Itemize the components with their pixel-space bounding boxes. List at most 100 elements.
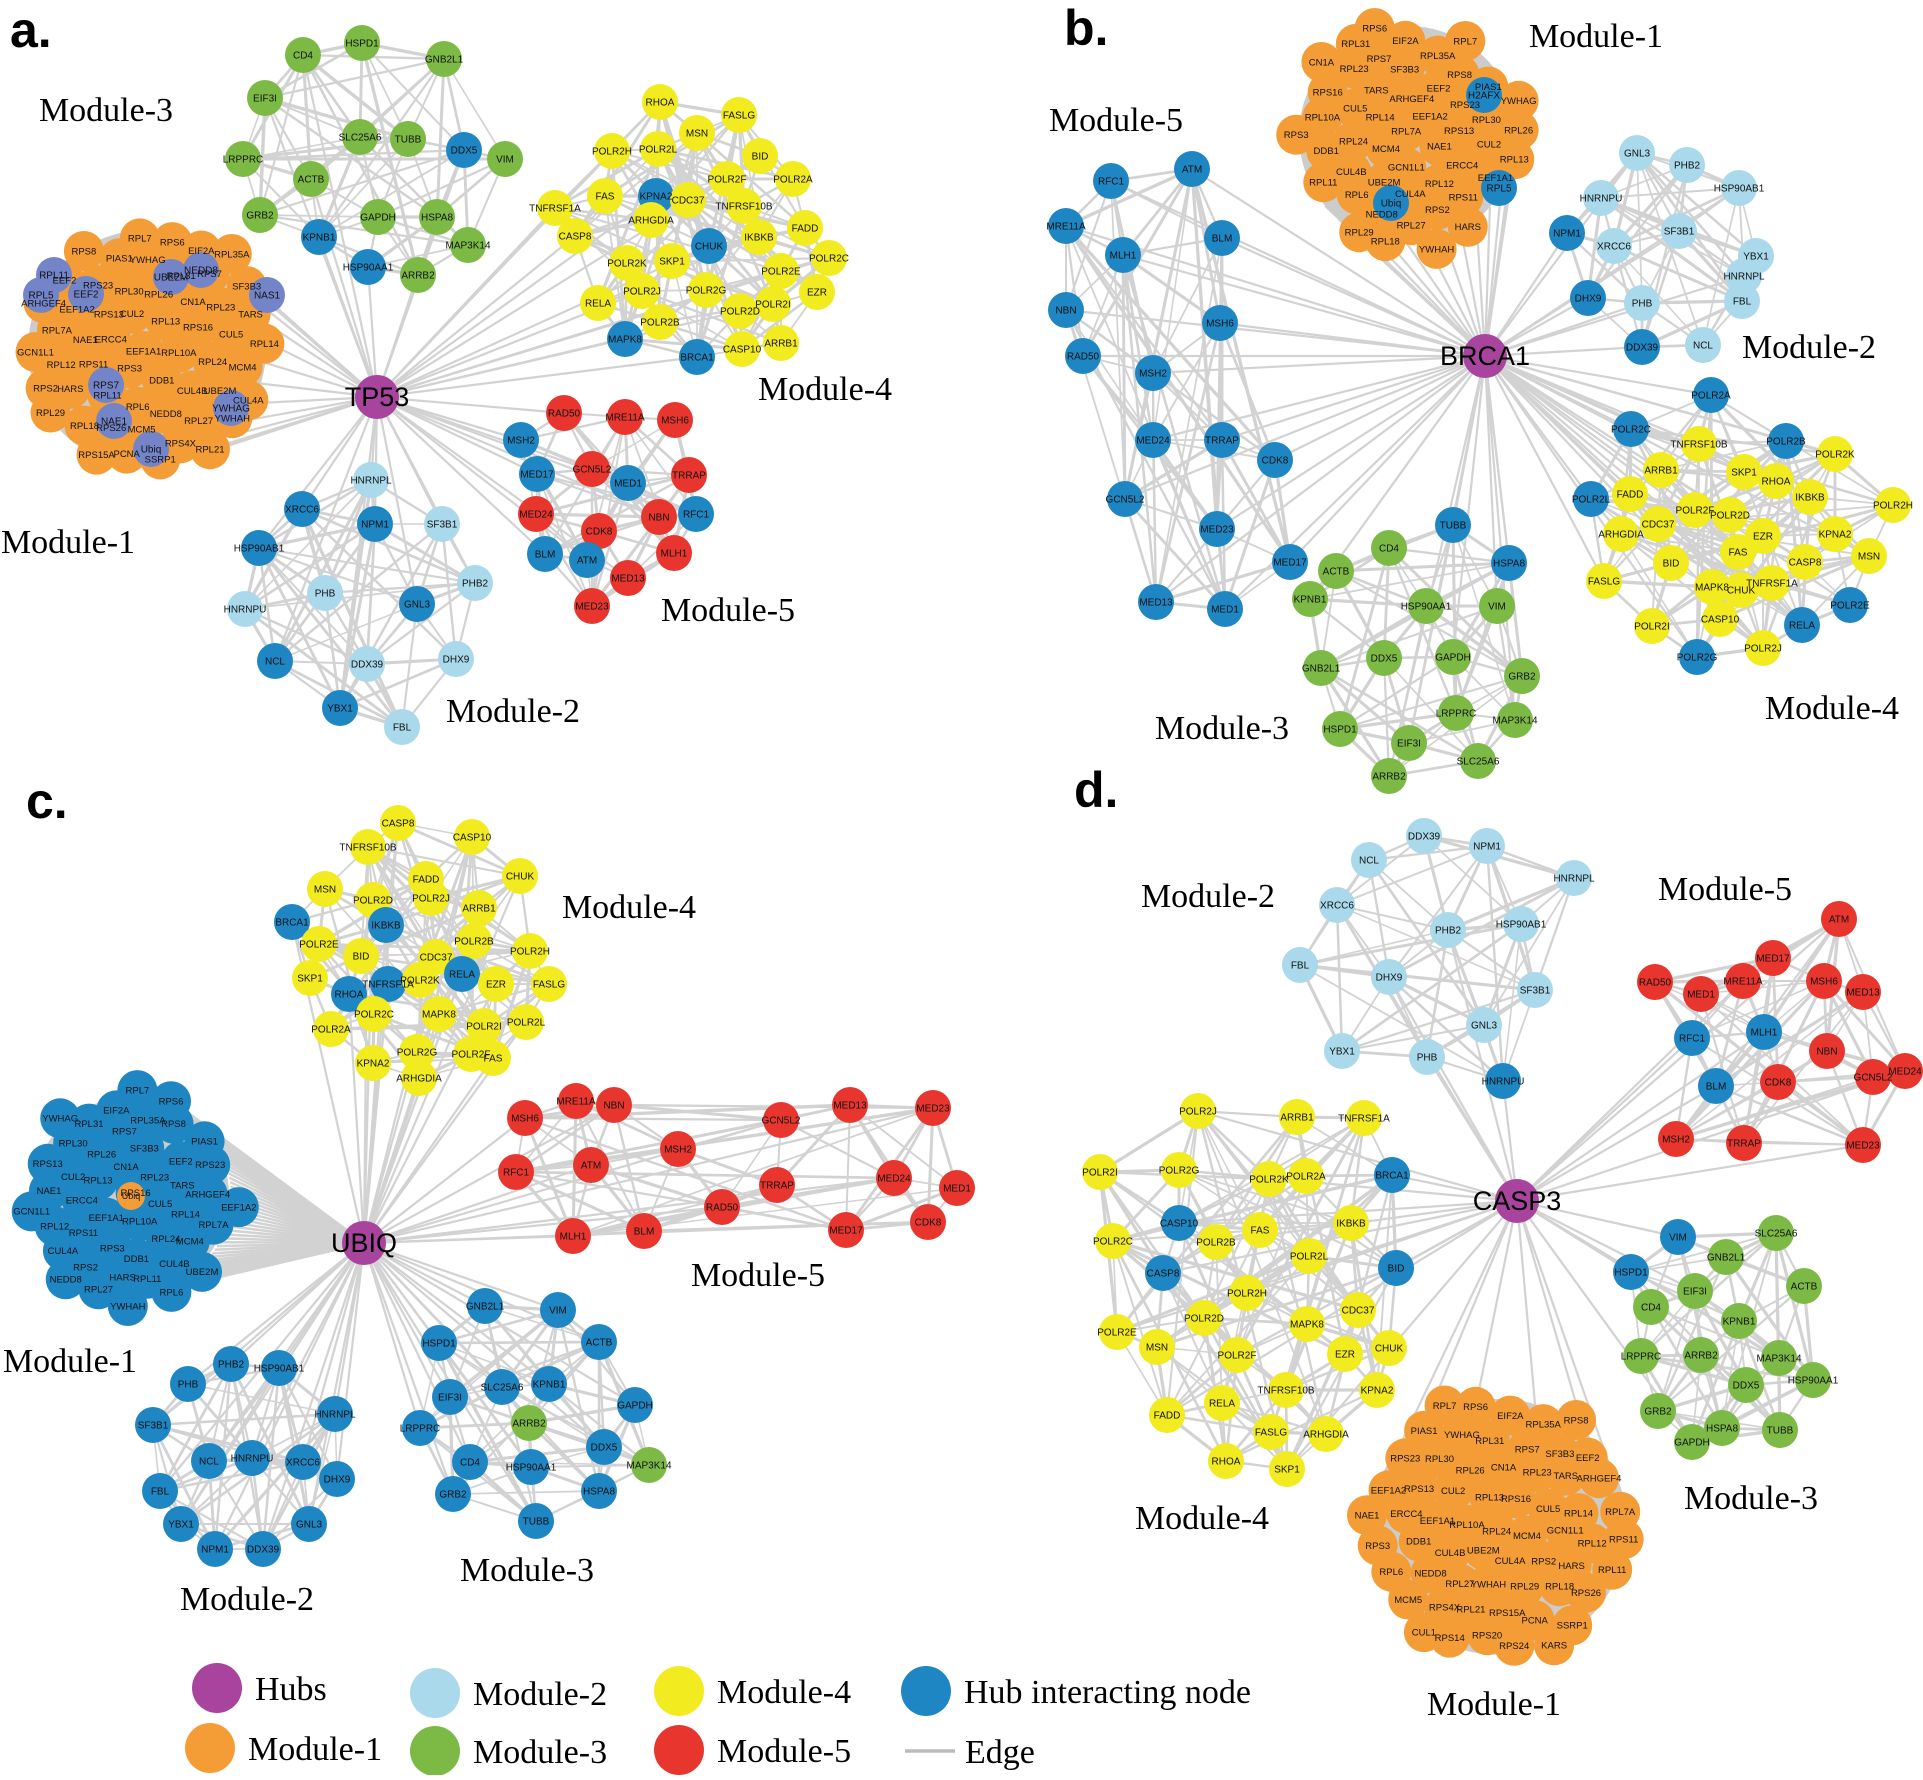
svg-text:NBN: NBN bbox=[603, 1101, 624, 1112]
svg-text:CASP8: CASP8 bbox=[382, 819, 415, 830]
svg-text:POLR2I: POLR2I bbox=[755, 300, 791, 311]
svg-text:GNL3: GNL3 bbox=[1624, 149, 1651, 160]
svg-text:EEF1A2: EEF1A2 bbox=[221, 1202, 256, 1213]
svg-text:UBE2M: UBE2M bbox=[154, 273, 188, 284]
svg-text:MCM5: MCM5 bbox=[1394, 1595, 1422, 1606]
svg-text:POLR2D: POLR2D bbox=[1710, 511, 1750, 522]
svg-text:POLR2E: POLR2E bbox=[299, 940, 339, 951]
svg-text:CDC37: CDC37 bbox=[1342, 1306, 1375, 1317]
svg-text:NAE1: NAE1 bbox=[73, 335, 98, 346]
svg-text:RPL30: RPL30 bbox=[1425, 1454, 1454, 1465]
svg-text:ARRB1: ARRB1 bbox=[764, 339, 798, 350]
svg-text:CUL4B: CUL4B bbox=[177, 386, 208, 397]
svg-text:MSH6: MSH6 bbox=[1810, 977, 1838, 988]
svg-text:RPS7: RPS7 bbox=[197, 269, 222, 280]
svg-text:RPS14: RPS14 bbox=[1435, 1633, 1465, 1644]
svg-text:GCN1L1: GCN1L1 bbox=[1547, 1526, 1584, 1537]
svg-text:UBE2M: UBE2M bbox=[186, 1267, 219, 1278]
svg-text:MED1: MED1 bbox=[614, 479, 642, 490]
svg-text:GNB2L1: GNB2L1 bbox=[425, 55, 464, 66]
svg-text:RPS23: RPS23 bbox=[1390, 1454, 1420, 1465]
svg-text:ERCC4: ERCC4 bbox=[1390, 1509, 1422, 1520]
svg-text:TNFRSF1A: TNFRSF1A bbox=[1338, 1114, 1390, 1125]
svg-text:FADD: FADD bbox=[413, 875, 440, 886]
svg-text:UBE2M: UBE2M bbox=[204, 386, 237, 397]
svg-text:FASLG: FASLG bbox=[1588, 577, 1620, 588]
svg-text:MCM5: MCM5 bbox=[128, 425, 156, 436]
svg-text:CDK8: CDK8 bbox=[1262, 456, 1289, 467]
svg-text:CN1A: CN1A bbox=[1309, 57, 1335, 68]
svg-text:Module-5: Module-5 bbox=[1049, 102, 1183, 139]
svg-text:HNRNPU: HNRNPU bbox=[231, 1454, 274, 1465]
svg-text:POLR2F: POLR2F bbox=[708, 175, 747, 186]
svg-text:NEDD8: NEDD8 bbox=[184, 266, 218, 277]
svg-text:MED17: MED17 bbox=[829, 1226, 863, 1237]
svg-text:RPS7: RPS7 bbox=[1515, 1444, 1540, 1455]
svg-text:d.: d. bbox=[1074, 762, 1118, 818]
svg-text:POLR2E: POLR2E bbox=[1097, 1328, 1137, 1339]
svg-text:ARHGEF4: ARHGEF4 bbox=[1389, 94, 1434, 105]
svg-text:GCN5L2: GCN5L2 bbox=[1106, 495, 1145, 506]
svg-text:EIF3I: EIF3I bbox=[1683, 1287, 1707, 1298]
svg-text:RFC1: RFC1 bbox=[1098, 177, 1125, 188]
svg-text:TARS: TARS bbox=[1553, 1471, 1578, 1482]
svg-text:CUL4A: CUL4A bbox=[1495, 1556, 1526, 1567]
svg-text:POLR2G: POLR2G bbox=[686, 286, 727, 297]
svg-text:RFC1: RFC1 bbox=[503, 1168, 530, 1179]
svg-text:FADD: FADD bbox=[792, 224, 819, 235]
svg-text:MLH1: MLH1 bbox=[1751, 1028, 1778, 1039]
svg-text:POLR2E: POLR2E bbox=[761, 267, 801, 278]
svg-text:BLM: BLM bbox=[535, 550, 556, 561]
svg-text:NAE1: NAE1 bbox=[37, 1186, 62, 1197]
svg-text:SF3B1: SF3B1 bbox=[1664, 227, 1695, 238]
svg-text:FASLG: FASLG bbox=[1255, 1428, 1287, 1439]
svg-text:ACTB: ACTB bbox=[586, 1338, 613, 1349]
svg-text:EEF1A1: EEF1A1 bbox=[89, 1213, 124, 1224]
svg-text:CD4: CD4 bbox=[293, 51, 313, 62]
svg-text:SKP1: SKP1 bbox=[1274, 1465, 1300, 1476]
svg-text:GNL3: GNL3 bbox=[404, 600, 431, 611]
svg-text:NAE1: NAE1 bbox=[1355, 1511, 1380, 1522]
svg-text:TNFRSF10B: TNFRSF10B bbox=[1257, 1386, 1315, 1397]
svg-text:PHB: PHB bbox=[178, 1380, 199, 1391]
svg-text:DHX9: DHX9 bbox=[1575, 294, 1602, 305]
svg-text:RPS6: RPS6 bbox=[1362, 23, 1387, 34]
svg-text:HSP90AA1: HSP90AA1 bbox=[1401, 602, 1452, 613]
svg-text:Module-4: Module-4 bbox=[758, 371, 892, 408]
svg-text:PHB: PHB bbox=[1632, 299, 1653, 310]
svg-text:SLC25A6: SLC25A6 bbox=[339, 133, 382, 144]
svg-text:HSP90AB1: HSP90AB1 bbox=[254, 1364, 305, 1375]
svg-text:RPL5: RPL5 bbox=[28, 291, 53, 302]
svg-text:NEDD8: NEDD8 bbox=[1414, 1569, 1446, 1580]
svg-text:YBX1: YBX1 bbox=[1743, 252, 1769, 263]
svg-text:RPL24: RPL24 bbox=[1482, 1527, 1511, 1538]
svg-text:SLC25A6: SLC25A6 bbox=[1755, 1229, 1798, 1240]
svg-text:POLR2G: POLR2G bbox=[1677, 653, 1718, 664]
svg-text:Ubiq: Ubiq bbox=[122, 1191, 141, 1201]
svg-text:MLH1: MLH1 bbox=[560, 1232, 587, 1243]
svg-text:UBIQ: UBIQ bbox=[331, 1228, 397, 1258]
svg-text:POLR2H: POLR2H bbox=[1227, 1289, 1267, 1300]
svg-text:SF3B1: SF3B1 bbox=[1520, 986, 1551, 997]
svg-text:SKP1: SKP1 bbox=[659, 257, 685, 268]
svg-text:RPS7: RPS7 bbox=[1367, 54, 1392, 65]
svg-text:PHB2: PHB2 bbox=[1435, 926, 1462, 937]
svg-text:FBL: FBL bbox=[151, 1487, 170, 1498]
svg-text:POLR2H: POLR2H bbox=[1873, 501, 1913, 512]
svg-text:EEF1A1: EEF1A1 bbox=[126, 346, 161, 357]
svg-text:SLC25A6: SLC25A6 bbox=[1457, 757, 1500, 768]
svg-text:MSH6: MSH6 bbox=[511, 1114, 539, 1125]
svg-text:PCNA: PCNA bbox=[1521, 1616, 1548, 1627]
svg-text:RPL18: RPL18 bbox=[1371, 236, 1400, 247]
svg-text:RPL7A: RPL7A bbox=[198, 1220, 229, 1231]
svg-text:RPL35A: RPL35A bbox=[1526, 1419, 1562, 1430]
svg-text:RPL29: RPL29 bbox=[36, 408, 65, 419]
svg-text:POLR2C: POLR2C bbox=[809, 254, 849, 265]
svg-text:Module-1: Module-1 bbox=[248, 1731, 382, 1768]
svg-text:ACTB: ACTB bbox=[1791, 1282, 1818, 1293]
svg-text:RPS20: RPS20 bbox=[1472, 1630, 1502, 1641]
svg-text:Module-2: Module-2 bbox=[1742, 329, 1876, 366]
svg-text:EEF2: EEF2 bbox=[1576, 1453, 1600, 1464]
svg-text:RPL31: RPL31 bbox=[74, 1119, 103, 1130]
svg-text:EIF2A: EIF2A bbox=[103, 1106, 130, 1117]
